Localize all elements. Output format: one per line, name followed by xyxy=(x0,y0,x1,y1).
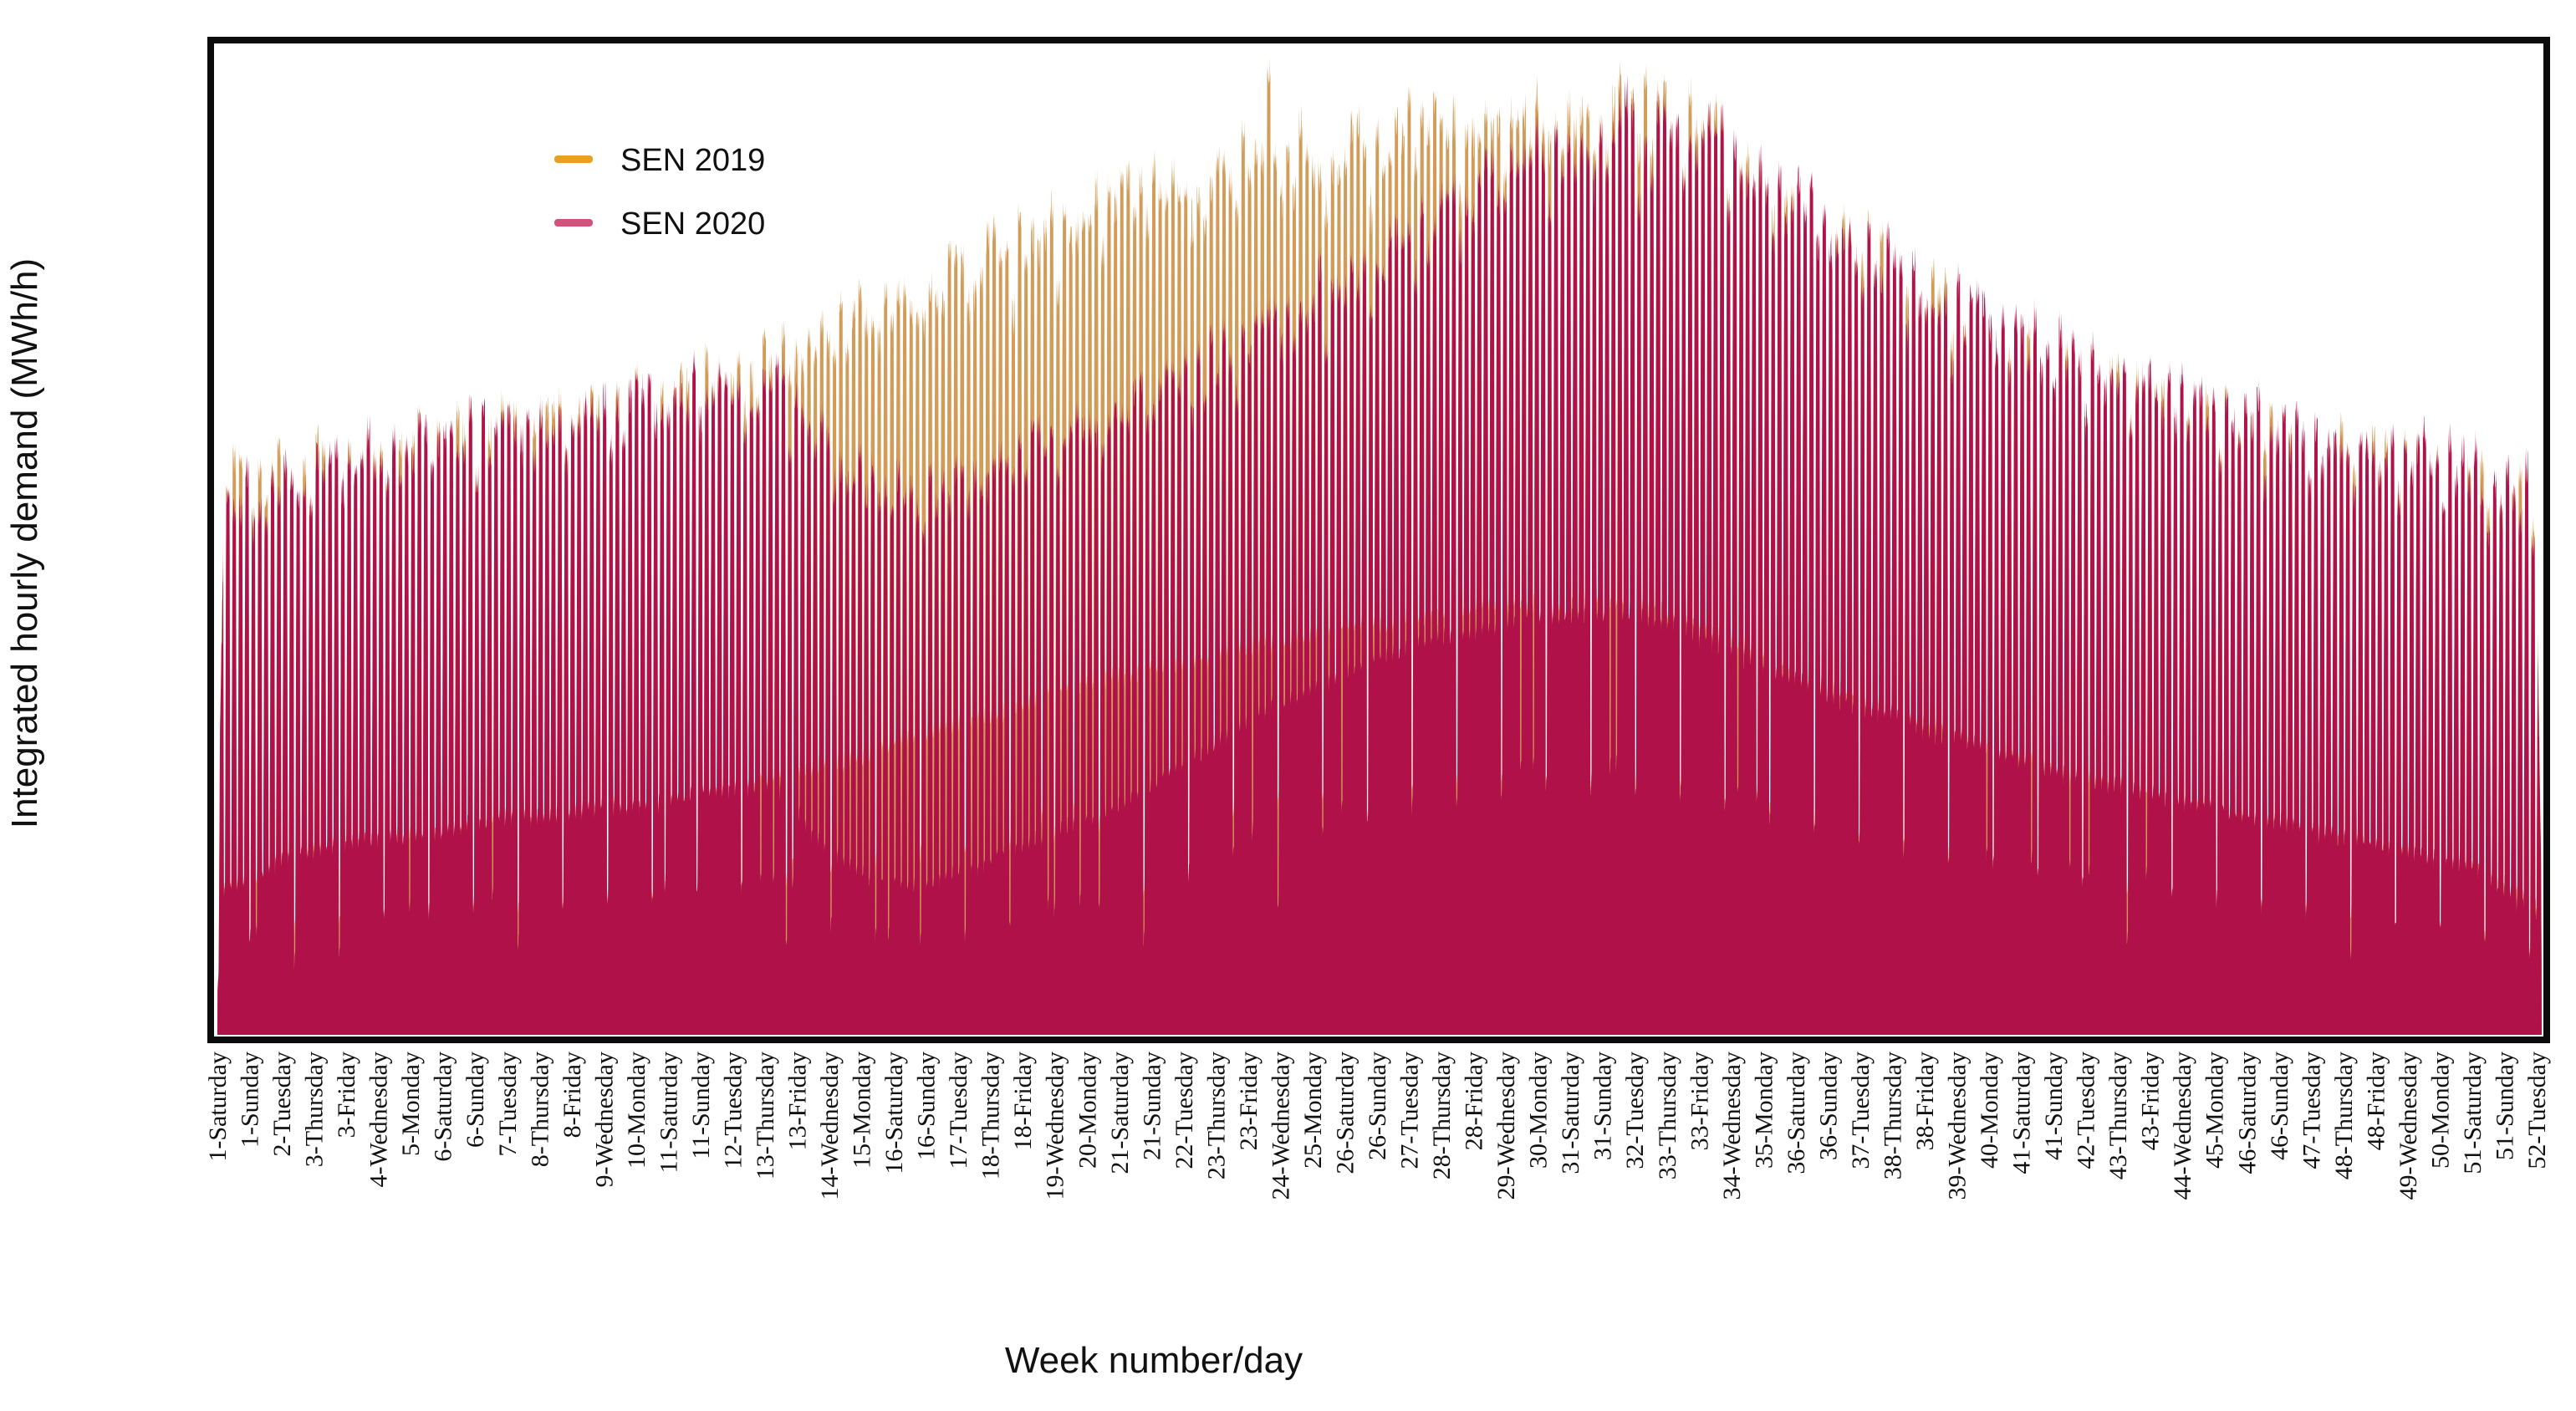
x-tick-label: 26-Sunday xyxy=(1364,1052,1391,1160)
x-tick-label: 48-Friday xyxy=(2362,1052,2390,1150)
x-tick-label: 39-Wednesday xyxy=(1944,1052,1972,1200)
x-tick-label: 8-Friday xyxy=(559,1052,586,1138)
x-tick-label: 33-Friday xyxy=(1686,1052,1713,1150)
x-tick-label: 40-Monday xyxy=(1976,1052,2003,1169)
x-tick-label: 12-Tuesday xyxy=(719,1052,747,1169)
x-tick-label: 43-Thursday xyxy=(2104,1052,2132,1179)
legend: SEN 2019 SEN 2020 xyxy=(554,143,765,242)
x-tick-label: 36-Sunday xyxy=(1814,1052,1842,1160)
x-tick-label: 22-Tuesday xyxy=(1171,1052,1198,1169)
legend-swatch-sen-2020 xyxy=(554,219,593,227)
x-tick-label: 23-Thursday xyxy=(1202,1052,1230,1179)
x-tick-label: 33-Thursday xyxy=(1654,1052,1681,1179)
x-tick-label: 13-Friday xyxy=(784,1052,812,1150)
x-tick-label: 17-Tuesday xyxy=(945,1052,972,1169)
x-tick-label: 20-Monday xyxy=(1074,1052,1101,1169)
x-tick-label: 6-Sunday xyxy=(462,1052,489,1148)
x-tick-label: 52-Tuesday xyxy=(2523,1052,2551,1169)
x-tick-label: 41-Saturday xyxy=(2008,1052,2036,1174)
legend-label-sen-2020: SEN 2020 xyxy=(620,206,765,242)
legend-item-sen-2020: SEN 2020 xyxy=(554,206,765,242)
x-tick-label: 1-Saturday xyxy=(204,1052,232,1162)
x-tick-label: 13-Thursday xyxy=(752,1052,779,1179)
x-tick-label: 25-Monday xyxy=(1299,1052,1327,1169)
x-tick-label: 8-Thursday xyxy=(526,1052,553,1167)
x-tick-label: 2-Tuesday xyxy=(268,1052,296,1157)
x-tick-label: 9-Wednesday xyxy=(590,1052,618,1188)
x-tick-label: 48-Thursday xyxy=(2330,1052,2358,1179)
x-tick-label: 51-Saturday xyxy=(2459,1052,2487,1174)
x-tick-label: 11-Sunday xyxy=(687,1052,715,1159)
x-tick-label: 27-Tuesday xyxy=(1396,1052,1424,1169)
x-tick-label: 21-Sunday xyxy=(1138,1052,1166,1160)
x-tick-label: 10-Monday xyxy=(623,1052,650,1169)
x-tick-label: 28-Thursday xyxy=(1428,1052,1456,1179)
x-tick-label: 50-Monday xyxy=(2426,1052,2454,1169)
x-tick-label: 15-Monday xyxy=(849,1052,876,1169)
x-tick-label: 19-Wednesday xyxy=(1042,1052,1069,1200)
x-tick-label: 37-Tuesday xyxy=(1847,1052,1875,1169)
x-tick-label: 35-Monday xyxy=(1750,1052,1778,1169)
x-tick-label: 45-Monday xyxy=(2201,1052,2229,1169)
y-axis-title: Integrated hourly demand (MWh/h) xyxy=(4,258,45,828)
series-area-sen-2020 xyxy=(217,72,2542,1035)
x-tick-label: 11-Saturday xyxy=(655,1052,682,1174)
x-tick-label: 38-Friday xyxy=(1911,1052,1939,1150)
plot-border xyxy=(207,37,2550,1043)
x-tick-label: 29-Wednesday xyxy=(1492,1052,1520,1200)
x-tick-label: 1-Sunday xyxy=(237,1052,264,1148)
x-tick-label: 46-Sunday xyxy=(2266,1052,2293,1160)
x-tick-label: 31-Saturday xyxy=(1557,1052,1584,1174)
legend-item-sen-2019: SEN 2019 xyxy=(554,143,765,178)
x-tick-label: 4-Wednesday xyxy=(365,1052,393,1188)
x-tick-label: 18-Thursday xyxy=(977,1052,1005,1179)
x-tick-label: 38-Thursday xyxy=(1879,1052,1906,1179)
x-tick-label: 44-Wednesday xyxy=(2169,1052,2196,1200)
x-axis-title: Week number/day xyxy=(1005,1340,1303,1381)
x-tick-label: 14-Wednesday xyxy=(816,1052,844,1200)
x-tick-label: 51-Sunday xyxy=(2492,1052,2519,1160)
x-tick-label: 3-Friday xyxy=(333,1052,360,1138)
x-tick-labels: 1-Saturday 1-Sunday 2-Tuesday 3-Thursday 3-F… xyxy=(204,1052,2551,1200)
x-tick-label: 3-Thursday xyxy=(301,1052,329,1167)
x-tick-label: 5-Monday xyxy=(397,1052,425,1156)
x-tick-label: 30-Monday xyxy=(1525,1052,1553,1169)
legend-swatch-sen-2019 xyxy=(554,155,593,163)
x-tick-label: 18-Friday xyxy=(1009,1052,1037,1150)
legend-label-sen-2019: SEN 2019 xyxy=(620,143,765,178)
x-tick-label: 28-Friday xyxy=(1461,1052,1488,1150)
x-tick-label: 42-Tuesday xyxy=(2073,1052,2100,1169)
x-tick-label: 23-Friday xyxy=(1235,1052,1262,1150)
x-tick-label: 24-Wednesday xyxy=(1267,1052,1294,1200)
x-tick-label: 16-Saturday xyxy=(880,1052,908,1174)
x-tick-label: 46-Saturday xyxy=(2233,1052,2261,1174)
x-tick-label: 31-Sunday xyxy=(1589,1052,1617,1160)
x-tick-label: 6-Saturday xyxy=(430,1052,457,1162)
x-tick-label: 47-Tuesday xyxy=(2298,1052,2325,1169)
x-tick-label: 49-Wednesday xyxy=(2395,1052,2422,1200)
x-tick-label: 21-Saturday xyxy=(1106,1052,1134,1174)
x-tick-label: 32-Tuesday xyxy=(1621,1052,1649,1169)
x-tick-label: 7-Tuesday xyxy=(494,1052,522,1157)
series-group xyxy=(217,56,2542,1035)
x-tick-label: 34-Wednesday xyxy=(1718,1052,1746,1200)
x-tick-label: 41-Sunday xyxy=(2040,1052,2068,1160)
x-tick-label: 43-Friday xyxy=(2137,1052,2165,1150)
x-tick-label: 26-Saturday xyxy=(1332,1052,1359,1174)
x-tick-label: 36-Saturday xyxy=(1783,1052,1810,1174)
x-tick-label: 16-Sunday xyxy=(913,1052,941,1160)
